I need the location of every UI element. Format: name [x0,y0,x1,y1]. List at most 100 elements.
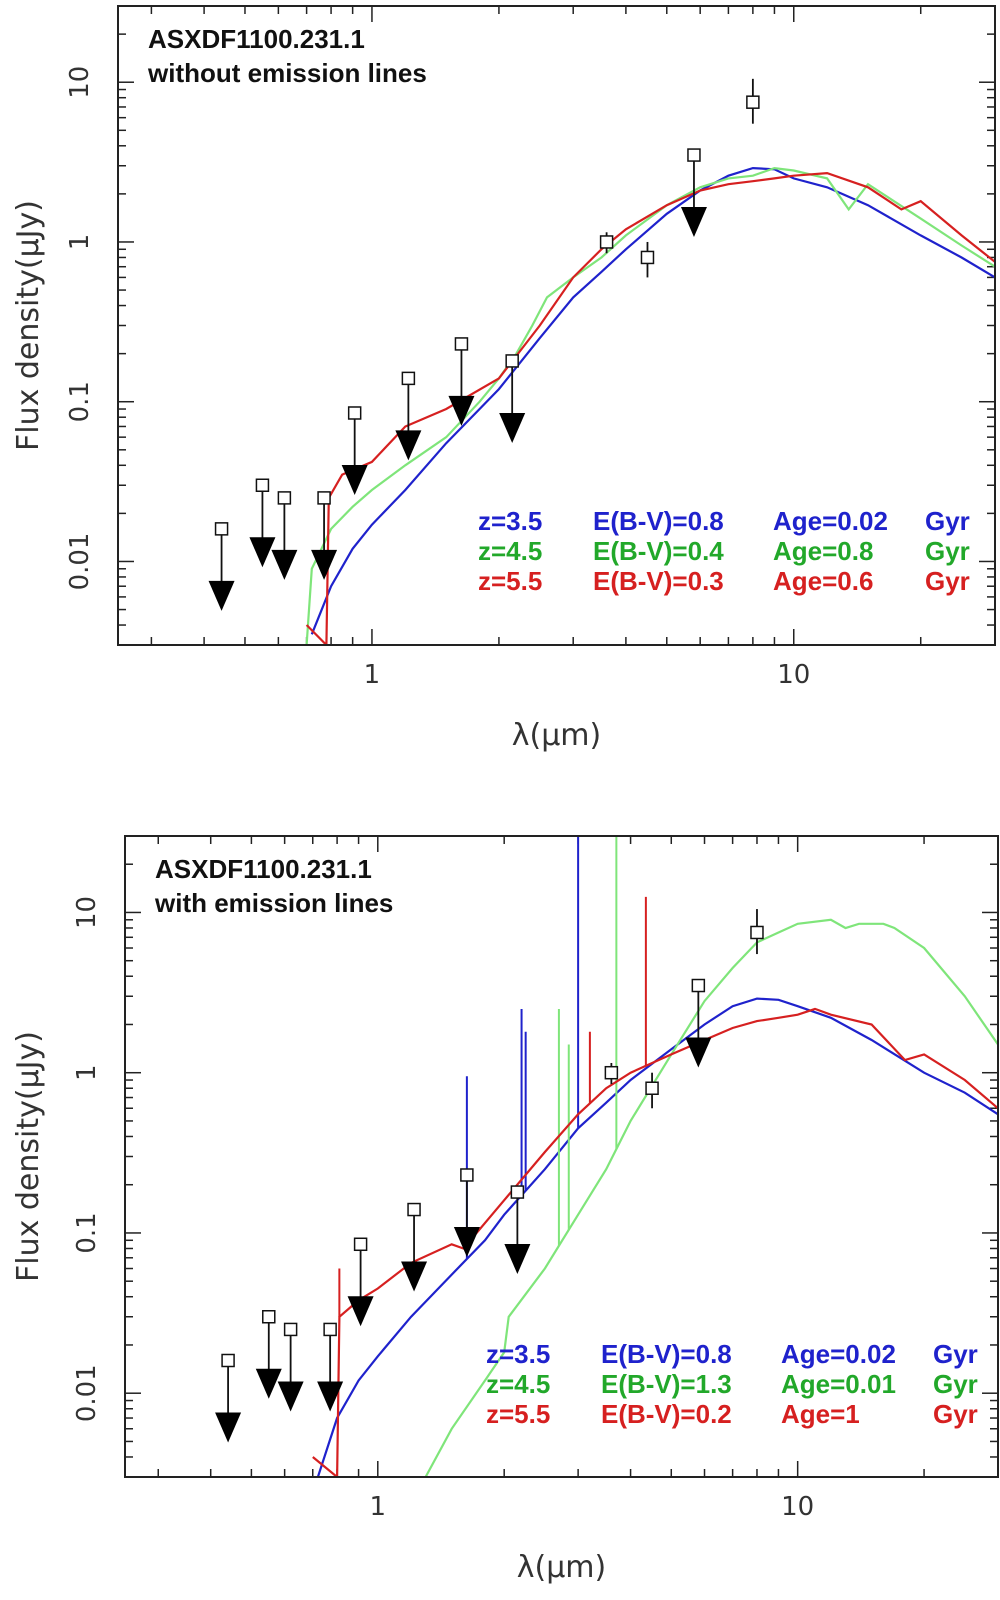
panel1-photometry-point [454,337,469,351]
panel1-upper-limit-arrow [395,430,422,461]
panel2-photometry-point [460,1168,474,1182]
panel1-y-tick-label: 10 [65,66,95,99]
panel2-upper-limit-arrow [347,1296,374,1327]
panel2-legend-extinction: E(B-V)=0.2 [601,1399,732,1429]
panel1-y-axis-label: Flux density(μJy) [11,200,46,451]
panel1-photometry-point [401,371,416,386]
panel2-x-tick-label: 1 [370,1492,387,1522]
panel2-y-axis-label: Flux density(μJy) [11,1031,46,1282]
panel2-photometry [215,909,764,1443]
panel2-y-tick-label: 0.1 [72,1212,102,1253]
panel2-upper-limit-arrow [685,1037,712,1068]
panel2-legend-unit: Gyr [933,1339,978,1369]
panel2-legend-redshift: z=3.5 [486,1339,550,1369]
panel2-plot-frame [124,835,999,1478]
panel1-upper-limit-arrow [680,207,707,238]
panel1-photometry-point [599,235,614,249]
panel1-photometry [208,78,760,611]
panel2-photometry-point [691,978,706,993]
panel2-y-tick-label: 1 [72,1064,102,1081]
panel1-legend-age: Age=0.02 [773,506,888,536]
panel1-upper-limit-arrow [341,464,368,495]
panel2-ticks [125,835,999,1478]
panel2-photometry-point [262,1310,276,1324]
panel1-upper-limit-arrow [249,537,276,568]
panel2-legend-age: Age=0.01 [781,1369,896,1399]
sed-panel-with-emission-lines: 1 10 0.01 0.1 1 10 λ(μm) Flux density(μJy) ASXDF… [11,835,999,1585]
panel1-upper-limit-arrow [448,395,475,426]
panel1-photometry-point [746,95,760,109]
panel1-upper-limit-arrow [271,549,298,580]
panel1-legend-unit: Gyr [925,566,970,596]
panel1-photometry-point [255,478,270,492]
panel2-photometry-point [645,1081,659,1095]
panel1-legend-age: Age=0.6 [773,566,873,596]
panel2-legend-age: Age=0.02 [781,1339,896,1369]
panel1-photometry-point [687,148,701,162]
panel1-legend-redshift: z=4.5 [478,536,542,566]
panel1-photometry-point [317,491,331,505]
panel1-legend-redshift: z=5.5 [478,566,542,596]
panel2-y-tick-label: 0.01 [72,1364,102,1422]
panel2-y-tick-label: 10 [72,896,102,929]
panel1-photometry-point [505,354,519,368]
panel2-series-line-z5.5 [312,1007,998,1477]
panel2-upper-limit-arrow [317,1381,344,1412]
panel2-model-curves [312,836,998,1477]
panel2-legend-extinction: E(B-V)=1.3 [601,1369,732,1399]
panel1-legend-extinction: E(B-V)=0.4 [593,536,724,566]
sed-panel-without-emission-lines: 1 10 0.01 0.1 1 10 λ(μm) Flux density(μJy) ASXDF… [11,5,996,753]
panel2-upper-limit-arrow [277,1381,304,1412]
panel2-photometry-point [510,1185,525,1199]
panel1-x-axis-label: λ(μm) [512,718,601,753]
panel1-photometry-point [347,406,362,420]
panel2-legend-unit: Gyr [933,1399,978,1429]
panel2-upper-limit-arrow [215,1412,242,1443]
panel2-photometry-point [353,1237,368,1252]
panel1-photometry-point [640,250,655,265]
panel2-legend-age: Age=1 [781,1399,860,1429]
panel1-photometry-point [277,491,292,505]
panel1-photometry-point [214,522,229,536]
panel2-series-line-z4.5 [424,918,998,1477]
panel1-x-tick-label: 10 [777,660,810,690]
panel2-photometry-point [407,1202,421,1217]
panel2-photometry-point [750,925,764,940]
panel1-y-tick-label: 1 [65,234,95,251]
panel2-legend-unit: Gyr [933,1369,978,1399]
panel2-photometry-point [283,1322,298,1337]
panel1-y-tick-label: 0.01 [65,533,95,591]
panel2-source-subtitle: with emission lines [154,888,393,918]
panel1-y-tick-label: 0.1 [65,381,95,422]
panel2-upper-limit-arrow [255,1368,282,1399]
panel1-legend-unit: Gyr [925,506,970,536]
panel2-legend-redshift: z=4.5 [486,1369,550,1399]
panel1-plot-frame [117,5,996,646]
panel2-photometry-point [323,1322,337,1337]
panel1-legend: z=3.5 E(B-V)=0.8 Age=0.02 Gyr z=4.5 E(B-V)=0.… [478,506,970,596]
panel1-legend-unit: Gyr [925,536,970,566]
panel2-source-title: ASXDF1100.231.1 [155,854,372,884]
panel2-legend: z=3.5 E(B-V)=0.8 Age=0.02 Gyr z=4.5 E(B-V)=1.… [486,1339,978,1429]
panel2-legend-redshift: z=5.5 [486,1399,550,1429]
panel1-legend-extinction: E(B-V)=0.3 [593,566,724,596]
panel2-upper-limit-arrow [401,1261,428,1292]
panel1-x-tick-label: 1 [364,660,381,690]
panel1-series-line-z5.5 [305,171,995,645]
panel1-legend-extinction: E(B-V)=0.8 [593,506,724,536]
panel1-model-curves [305,166,995,645]
panel1-legend-age: Age=0.8 [773,536,873,566]
panel2-upper-limit-arrow [453,1226,480,1257]
panel1-upper-limit-arrow [311,549,338,580]
panel1-legend-redshift: z=3.5 [478,506,542,536]
panel2-upper-limit-arrow [504,1244,531,1275]
panel2-x-axis-label: λ(μm) [517,1550,606,1585]
panel1-upper-limit-arrow [208,580,235,611]
panel1-source-subtitle: without emission lines [147,58,427,88]
panel2-photometry-point [604,1065,619,1080]
panel2-photometry-point [221,1353,235,1368]
panel2-series-line-z3.5 [316,997,998,1477]
panel1-series-line-z3.5 [310,166,995,635]
panel2-legend-extinction: E(B-V)=0.8 [601,1339,732,1369]
